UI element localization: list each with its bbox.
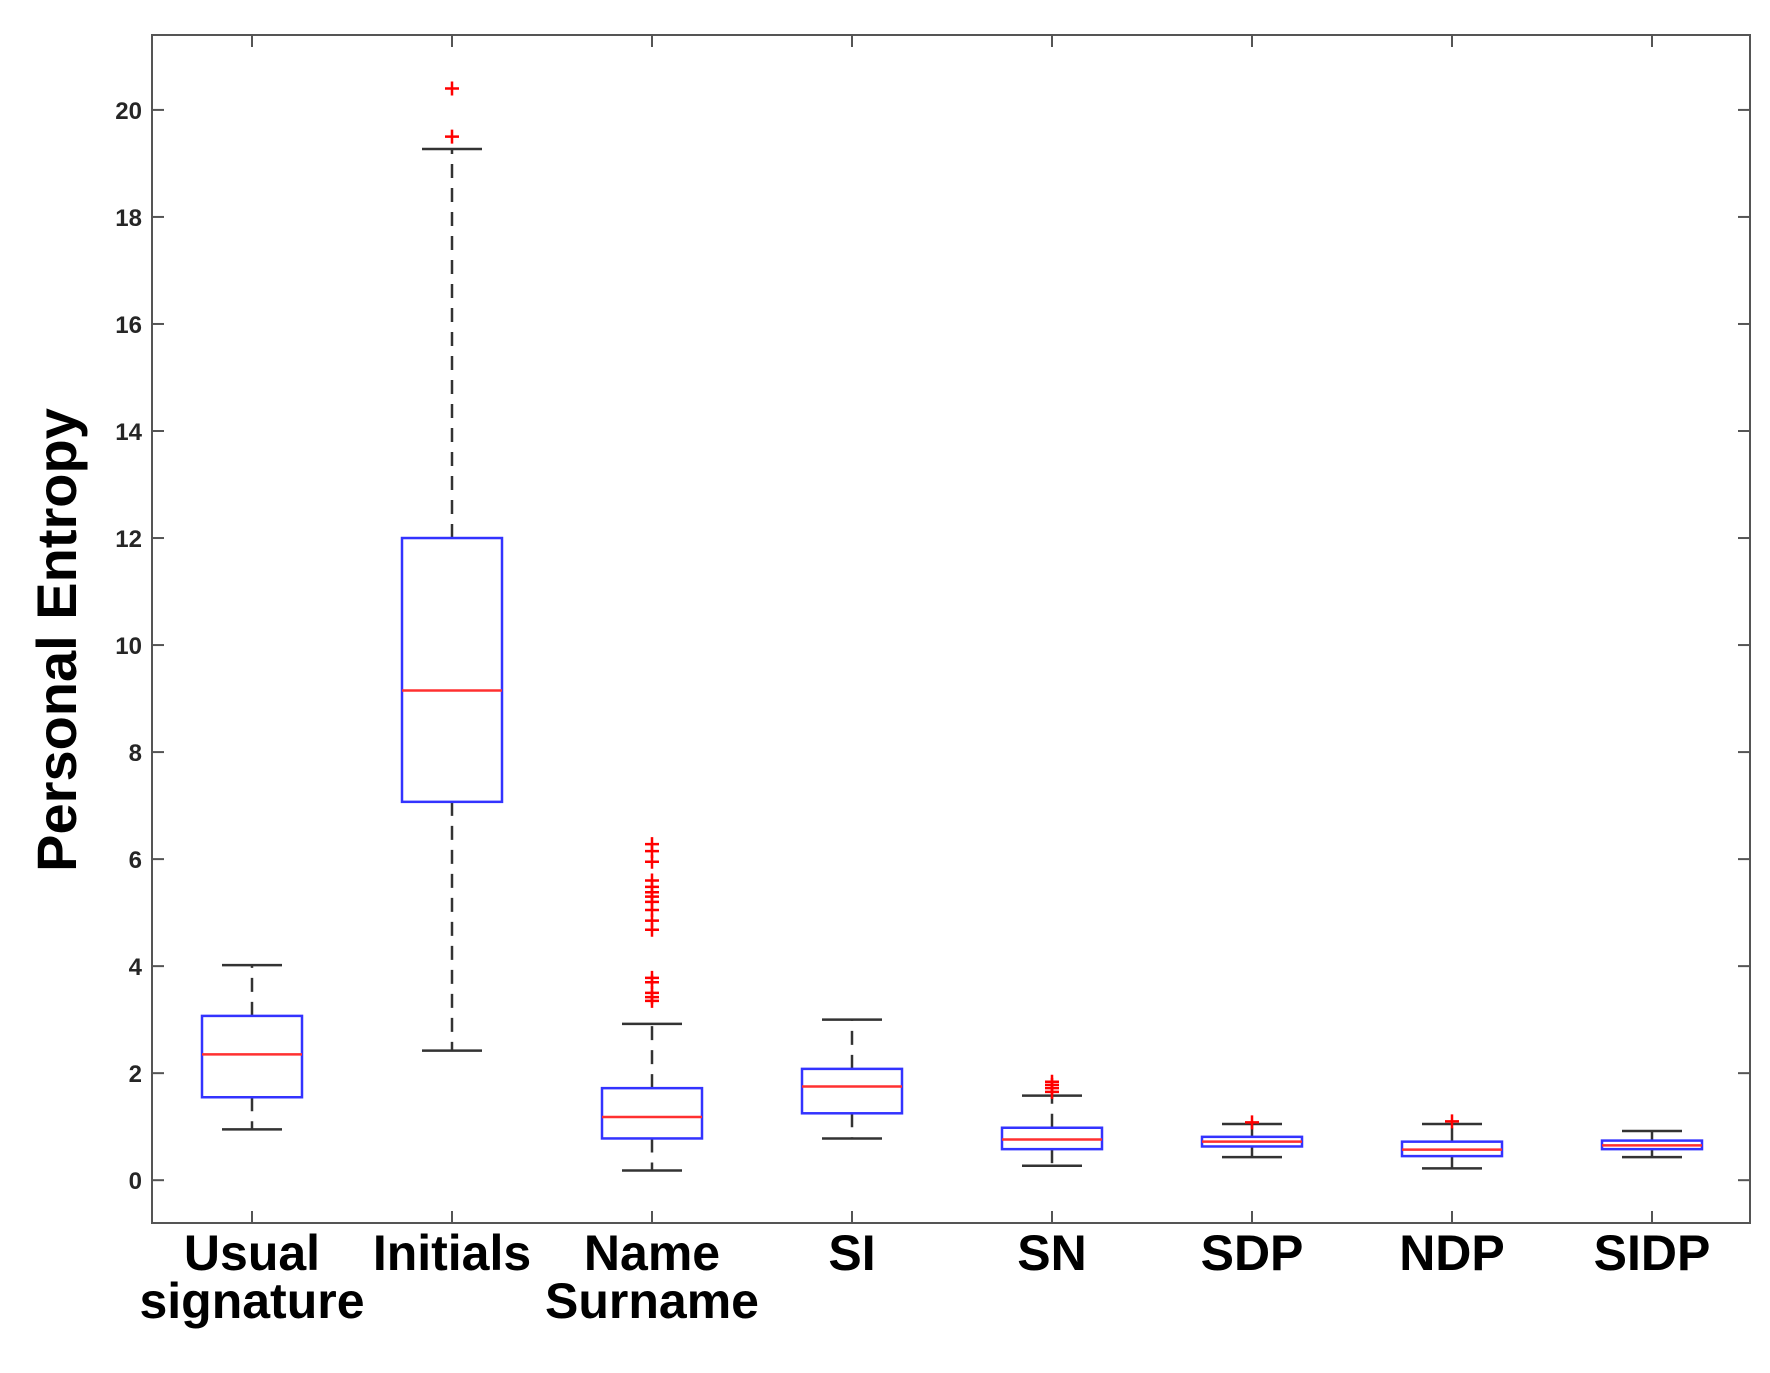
iqr-box (600, 1086, 704, 1140)
box-ndp (1400, 1114, 1504, 1170)
x-category-label: SIDP (1594, 1225, 1711, 1281)
outlier-point (645, 837, 659, 852)
x-category-label-line: SN (1017, 1225, 1086, 1281)
plot-area (151, 34, 1751, 1224)
y-tick-label: 0 (129, 1168, 142, 1195)
box-initials (400, 81, 504, 1052)
x-category-label-line: SDP (1201, 1225, 1304, 1281)
y-tick-label: 14 (115, 419, 142, 446)
box-name-surname (600, 837, 704, 1172)
y-tick-label: 20 (115, 98, 142, 125)
x-category-label: SN (1017, 1225, 1086, 1281)
y-axis: 0 2 4 6 8 10 12 14 16 18 20 (115, 98, 1750, 1195)
x-category-label-line: Name (584, 1225, 720, 1281)
x-category-label: Name Surname (545, 1225, 759, 1329)
box-sidp (1600, 1129, 1704, 1159)
y-tick-label: 10 (115, 633, 142, 660)
x-category-label: Initials (373, 1225, 531, 1281)
outlier-point (445, 81, 459, 96)
box-sdp (1200, 1115, 1304, 1159)
y-axis-label: Personal Entropy (25, 408, 88, 872)
iqr-box (400, 536, 504, 804)
y-tick-label: 8 (129, 740, 142, 767)
x-category-label-line: Usual (184, 1225, 320, 1281)
outlier-point (1045, 1074, 1059, 1089)
y-tick-label: 2 (129, 1061, 142, 1088)
iqr-box (800, 1067, 904, 1115)
x-category-label-line: NDP (1399, 1225, 1505, 1281)
y-tick-label: 12 (115, 526, 142, 553)
x-category-label: SI (828, 1225, 875, 1281)
y-tick-label: 18 (115, 205, 142, 232)
y-tick-label: 6 (129, 847, 142, 874)
outlier-point (645, 970, 659, 985)
outlier-point (445, 129, 459, 144)
x-category-label-line: signature (139, 1273, 364, 1329)
x-category-label: NDP (1399, 1225, 1505, 1281)
x-axis (251, 35, 1653, 1223)
box-si (800, 1018, 904, 1140)
x-category-label: SDP (1201, 1225, 1304, 1281)
box-series (200, 81, 1704, 1172)
outlier-point (1445, 1114, 1459, 1129)
box-sn (1000, 1074, 1104, 1167)
x-category-label-line: SIDP (1594, 1225, 1711, 1281)
y-tick-label: 16 (115, 312, 142, 339)
outlier-point (1245, 1115, 1259, 1130)
y-tick-label: 4 (129, 954, 143, 981)
x-category-label-line: SI (828, 1225, 875, 1281)
x-category-label-line: Initials (373, 1225, 531, 1281)
outlier-point (645, 873, 659, 888)
iqr-box (200, 1014, 304, 1099)
x-category-label-line: Surname (545, 1273, 759, 1329)
box-usual-signature (200, 963, 304, 1131)
x-category-label: Usual signature (139, 1225, 364, 1329)
